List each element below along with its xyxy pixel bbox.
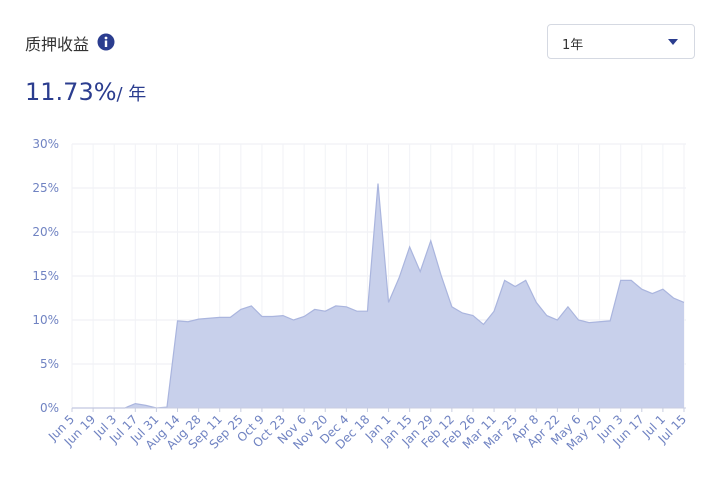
y-tick-label: 10% <box>32 313 59 327</box>
y-tick-label: 15% <box>32 269 59 283</box>
area <box>72 183 684 408</box>
y-tick-label: 20% <box>32 225 59 239</box>
title: 质押收益 <box>25 35 90 54</box>
stat-unit: / 年 <box>116 84 147 105</box>
area-line <box>72 183 685 409</box>
y-tick-label: 30% <box>32 137 59 151</box>
stat-value: 11.73% <box>25 78 117 106</box>
stat: 11.73%/ 年 <box>25 78 146 106</box>
y-tick-label: 5% <box>40 357 59 371</box>
period-label: 1年 <box>562 38 584 53</box>
period-dropdown[interactable]: 1年 <box>547 24 695 59</box>
info-icon[interactable] <box>97 33 115 51</box>
y-tick-label: 25% <box>32 181 59 195</box>
caret <box>668 39 678 45</box>
y-tick-label: 0% <box>40 401 59 415</box>
